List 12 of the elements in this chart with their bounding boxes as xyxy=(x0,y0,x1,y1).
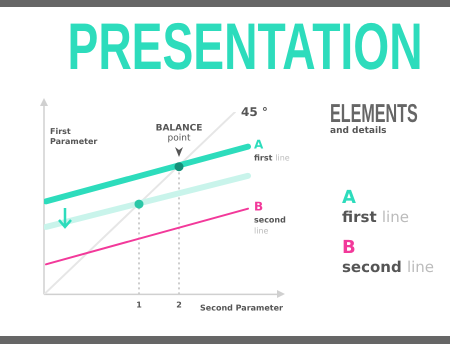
y-axis-title: First Parameter xyxy=(50,127,98,146)
text: A first line xyxy=(342,187,409,226)
annotation: BALANCE point xyxy=(156,124,202,144)
x-axis-title: Second Parameter xyxy=(200,303,284,312)
chart-title: PRESENTATION xyxy=(68,8,423,85)
x-tick-label: 1 xyxy=(136,300,142,310)
x-tick-label: 2 xyxy=(176,300,182,310)
text: and details xyxy=(330,126,387,136)
annotation: 45 ° xyxy=(241,105,268,119)
series-label: B second line xyxy=(254,200,286,236)
text: B second line xyxy=(342,237,434,276)
series-label: A first line xyxy=(254,138,290,163)
